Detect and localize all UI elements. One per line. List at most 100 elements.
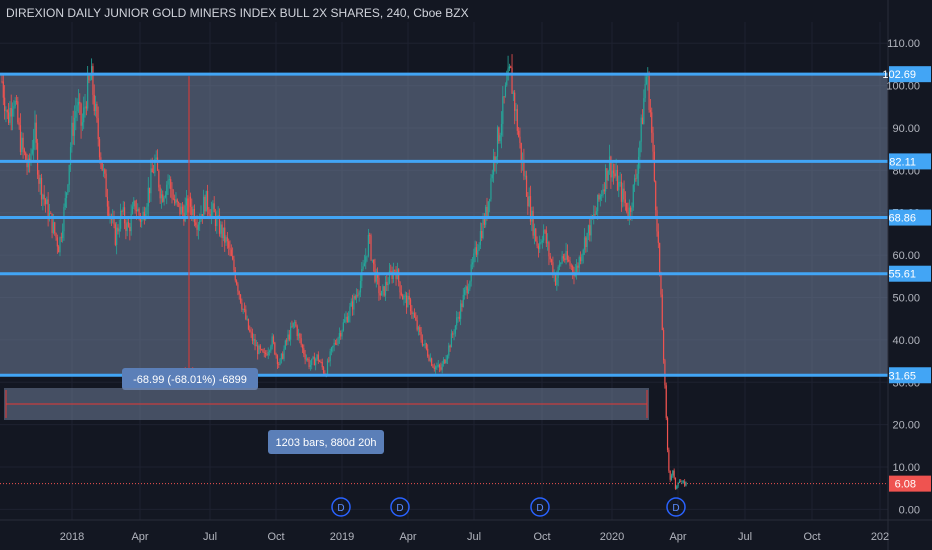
candle-body	[606, 168, 608, 181]
candle-body	[644, 84, 646, 99]
candle-body	[383, 286, 385, 296]
candle-body	[1, 81, 3, 83]
candle-body	[636, 173, 638, 179]
candle-body	[622, 188, 624, 202]
candle-body	[317, 354, 319, 362]
candle-body	[669, 470, 671, 480]
candle-body	[48, 212, 51, 220]
candle-body	[587, 225, 590, 233]
candle-body	[355, 294, 358, 299]
candle-body	[326, 360, 329, 375]
candle-body	[413, 313, 416, 318]
candle-body	[196, 225, 198, 230]
candle-body	[409, 299, 412, 312]
candle-body	[532, 210, 534, 236]
dividend-marker-label: D	[396, 503, 403, 514]
candle-body	[508, 66, 510, 69]
candle-body	[39, 177, 41, 184]
candle-body	[13, 106, 15, 109]
measure-time-label: 1203 bars, 880d 20h	[276, 437, 377, 449]
candle-body	[624, 199, 626, 203]
measure-time-label-box	[268, 430, 384, 454]
candle-body	[432, 365, 434, 368]
candle-body	[191, 206, 193, 215]
candle-body	[586, 232, 588, 248]
candle-body	[408, 296, 410, 300]
candle-body	[18, 122, 20, 126]
candle-body	[512, 92, 514, 94]
candle-body	[258, 345, 260, 355]
candle-body	[535, 228, 537, 242]
candle-body	[168, 179, 170, 181]
candle-body	[320, 361, 322, 363]
candle-body	[203, 196, 205, 217]
candle-body	[63, 207, 65, 232]
price-tick-label: 50.00	[892, 292, 920, 304]
candle-body	[623, 188, 625, 200]
candle-body	[465, 286, 467, 290]
candle-body	[562, 256, 565, 259]
candle-body	[340, 333, 342, 337]
candle-body	[60, 237, 62, 239]
candle-body	[541, 240, 543, 243]
candle-body	[264, 352, 267, 355]
candle-body	[448, 345, 450, 356]
candle-body	[492, 156, 495, 175]
candle-body	[444, 359, 446, 364]
dividend-marker[interactable]	[331, 497, 351, 517]
candle-body	[370, 235, 372, 260]
candle-body	[250, 331, 252, 333]
candle-body	[152, 172, 155, 174]
candle-body	[71, 122, 73, 148]
candle-body	[548, 242, 550, 257]
candle-body	[42, 194, 44, 200]
candle-body	[412, 313, 414, 315]
candle-body	[284, 340, 286, 349]
candle-body	[657, 231, 659, 243]
dividend-marker[interactable]	[666, 497, 686, 517]
candle-body	[614, 173, 616, 177]
candle-body	[67, 184, 69, 193]
candle-body	[518, 130, 520, 137]
candle-body	[441, 363, 443, 370]
candle-body	[143, 211, 145, 220]
dividend-marker[interactable]	[390, 497, 410, 517]
candle-body	[288, 334, 290, 340]
candle-body	[292, 322, 294, 327]
candle-body	[611, 170, 613, 178]
candle-body	[304, 354, 306, 360]
candle-body	[222, 227, 225, 239]
candle-body	[423, 344, 425, 346]
candle-body	[142, 211, 144, 220]
candle-body	[676, 486, 678, 489]
candle-body	[30, 153, 32, 163]
candle-body	[680, 481, 682, 483]
candle-body	[421, 339, 424, 346]
candle-body	[579, 257, 582, 262]
candle-body	[499, 135, 501, 142]
candle-body	[172, 198, 174, 200]
candle-body	[665, 385, 667, 418]
candle-body	[354, 296, 356, 299]
candle-body	[474, 247, 476, 254]
candle-body	[487, 201, 489, 217]
candle-body	[253, 338, 255, 341]
dividend-marker-label: D	[337, 503, 344, 514]
candle-body	[213, 203, 215, 213]
candle-body	[651, 112, 653, 133]
candle-body	[221, 224, 223, 239]
candle-body	[108, 206, 110, 217]
candle-body	[94, 103, 97, 112]
candle-body	[561, 256, 563, 264]
candle-body	[159, 187, 161, 199]
dividend-marker[interactable]	[530, 497, 550, 517]
candle-body	[520, 142, 522, 163]
candle-body	[112, 218, 114, 220]
candle-body	[316, 354, 318, 360]
candle-body	[106, 196, 109, 207]
candle-body	[659, 242, 661, 274]
candle-body	[138, 208, 140, 216]
candle-body	[232, 255, 234, 260]
price-tick-label: 0.00	[899, 504, 920, 516]
